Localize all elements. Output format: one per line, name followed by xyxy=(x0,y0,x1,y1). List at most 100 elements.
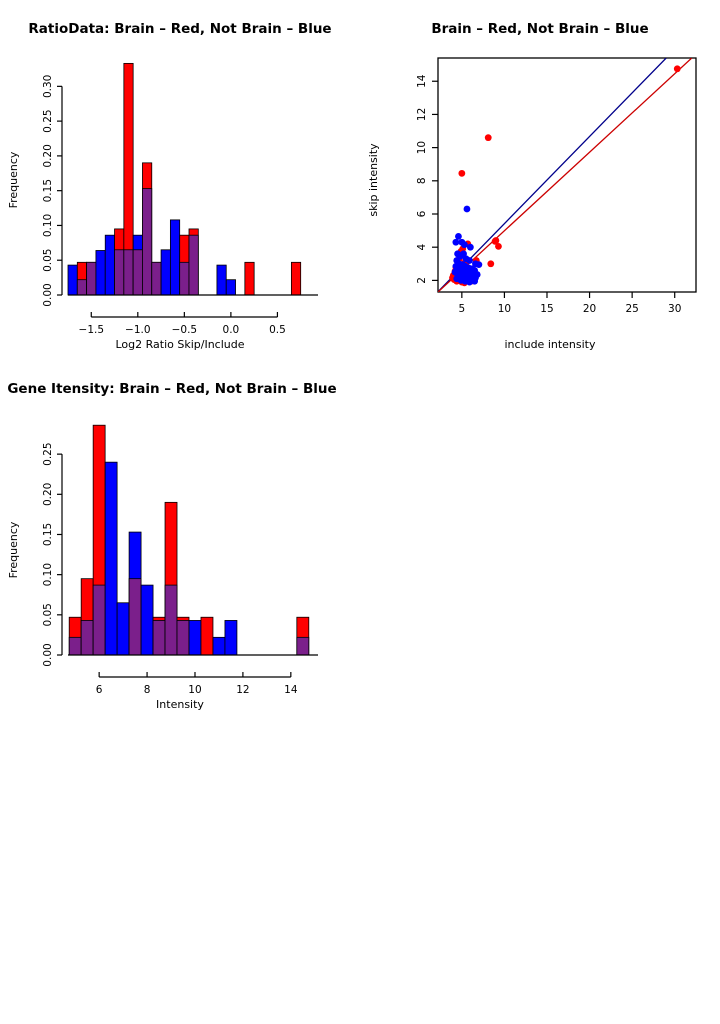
x-tick-label: 25 xyxy=(625,303,638,315)
y-tick-label: 2 xyxy=(416,277,428,284)
y-tick-label: 8 xyxy=(416,177,428,184)
ratio-histogram-xlabel: Log2 Ratio Skip/Include xyxy=(115,338,244,351)
points-group xyxy=(449,65,681,287)
x-tick-label: −1.0 xyxy=(125,324,151,336)
x-tick-label: 14 xyxy=(284,684,298,696)
histogram-bar-overlap xyxy=(164,584,178,656)
histogram-bar xyxy=(169,219,181,296)
y-tick-label: 0.15 xyxy=(42,179,54,202)
histogram-bar xyxy=(95,250,106,296)
scatter-points xyxy=(449,65,681,287)
scatter-point xyxy=(491,237,499,245)
gene-histogram-x-axis: 6 8 10 12 14 xyxy=(96,672,298,696)
histogram-bar-overlap xyxy=(123,249,134,296)
y-tick-label: 4 xyxy=(416,244,428,251)
y-tick-label: 0.30 xyxy=(42,75,54,98)
scatter-point xyxy=(673,65,681,73)
scatter-point xyxy=(463,205,471,213)
intensity-scatter-svg: Brain – Red, Not Brain – Blue skip inten… xyxy=(367,21,697,351)
histogram-bar-overlap xyxy=(76,279,88,296)
x-tick-label: 6 xyxy=(96,684,103,696)
x-tick-label: 20 xyxy=(583,303,596,315)
histogram-bar-overlap xyxy=(80,620,94,656)
y-tick-label: 0.15 xyxy=(42,523,54,546)
y-tick-label: 6 xyxy=(416,210,428,217)
scatter-point xyxy=(455,233,462,240)
x-tick-label: 0.5 xyxy=(269,324,286,336)
scatter-point xyxy=(487,260,495,268)
histogram-bar xyxy=(212,636,226,656)
info-panel: G7121581@J925985_RC@j_at altCassette G71… xyxy=(360,360,720,720)
scatter-fit-lines xyxy=(438,58,693,292)
y-tick-label: 0.00 xyxy=(42,643,54,666)
gene-histogram-ylabel: Frequency xyxy=(7,521,20,578)
histogram-bar-overlap xyxy=(142,188,153,296)
y-tick-label: 0.10 xyxy=(42,214,54,237)
scatter-point xyxy=(484,134,492,142)
ratio-histogram-y-axis: 0.00 0.05 0.10 0.15 0.20 0.25 0.30 xyxy=(42,75,63,307)
histogram-bar-overlap xyxy=(151,261,162,296)
ratio-histogram-title: RatioData: Brain – Red, Not Brain – Blue xyxy=(28,21,331,37)
histogram-bar xyxy=(160,249,171,296)
histogram-bar-overlap xyxy=(114,249,125,296)
y-tick-label: 0.25 xyxy=(42,109,54,132)
gene-histogram-bars xyxy=(68,424,318,656)
histogram-bar xyxy=(104,461,118,656)
scatter-plot-frame xyxy=(437,57,697,293)
histogram-bar xyxy=(200,616,214,656)
gene-histogram-y-axis: 0.00 0.05 0.10 0.15 0.20 0.25 xyxy=(42,442,63,667)
x-tick-label: 10 xyxy=(188,684,201,696)
histogram-bar xyxy=(224,620,238,656)
ratio-histogram-svg: RatioData: Brain – Red, Not Brain – Blue… xyxy=(7,21,332,351)
scatter-point xyxy=(472,274,479,282)
scatter-point xyxy=(458,169,466,177)
plot-frame xyxy=(437,57,697,293)
y-tick-label: 0.25 xyxy=(42,442,54,465)
scatter-point xyxy=(466,257,473,264)
gene-histogram-xlabel: Intensity xyxy=(156,698,204,711)
scatter-ylabel: skip intensity xyxy=(367,143,380,217)
histogram-bar xyxy=(104,234,115,296)
y-tick-label: 0.10 xyxy=(42,563,54,586)
x-tick-label: 8 xyxy=(144,684,151,696)
fit-line xyxy=(438,58,693,292)
histogram-bar-overlap xyxy=(86,261,97,296)
ratio-histogram-ylabel: Frequency xyxy=(7,151,20,208)
histogram-bar-overlap xyxy=(296,636,310,656)
x-tick-label: 15 xyxy=(540,303,553,315)
scatter-xlabel: include intensity xyxy=(504,338,596,351)
x-tick-label: −1.5 xyxy=(79,324,105,336)
x-tick-label: 10 xyxy=(498,303,511,315)
histogram-bar-overlap xyxy=(176,620,190,656)
scatter-y-axis: 2 4 6 8 10 12 14 xyxy=(416,74,438,284)
y-tick-label: 0.20 xyxy=(42,483,54,506)
scatter-x-axis: 5 10 15 20 25 30 xyxy=(458,292,681,315)
histogram-bar-overlap xyxy=(179,261,190,296)
x-tick-label: 30 xyxy=(668,303,681,315)
scatter-point xyxy=(459,271,467,278)
ratio-histogram-x-axis: −1.5 −1.0 −0.5 0.0 0.5 xyxy=(79,312,286,336)
y-tick-label: 0.00 xyxy=(42,283,54,306)
scatter-point xyxy=(475,261,483,269)
intensity-scatter-panel: Brain – Red, Not Brain – Blue skip inten… xyxy=(360,0,720,360)
y-tick-label: 0.05 xyxy=(42,603,54,626)
gene-histogram-title: Gene Itensity: Brain – Red, Not Brain – … xyxy=(7,381,336,397)
y-tick-label: 10 xyxy=(416,141,428,154)
histogram-bar xyxy=(116,602,130,656)
scatter-title: Brain – Red, Not Brain – Blue xyxy=(431,21,648,37)
histogram-bar-overlap xyxy=(132,249,143,296)
gene-intensity-histogram-panel: Gene Itensity: Brain – Red, Not Brain – … xyxy=(0,360,360,720)
histogram-bar xyxy=(67,264,78,296)
y-tick-label: 0.05 xyxy=(42,249,54,272)
histogram-bar-overlap xyxy=(152,620,166,656)
ratio-histogram-panel: RatioData: Brain – Red, Not Brain – Blue… xyxy=(0,0,360,360)
x-tick-label: 0.0 xyxy=(223,324,240,336)
scatter-point xyxy=(466,243,474,251)
scatter-point xyxy=(495,242,502,250)
histogram-bar-overlap xyxy=(128,578,142,656)
y-tick-label: 12 xyxy=(416,108,428,121)
histogram-bar xyxy=(188,620,202,656)
y-tick-label: 14 xyxy=(416,74,428,88)
y-tick-label: 0.20 xyxy=(42,144,54,167)
ratio-histogram-bars xyxy=(67,62,318,296)
